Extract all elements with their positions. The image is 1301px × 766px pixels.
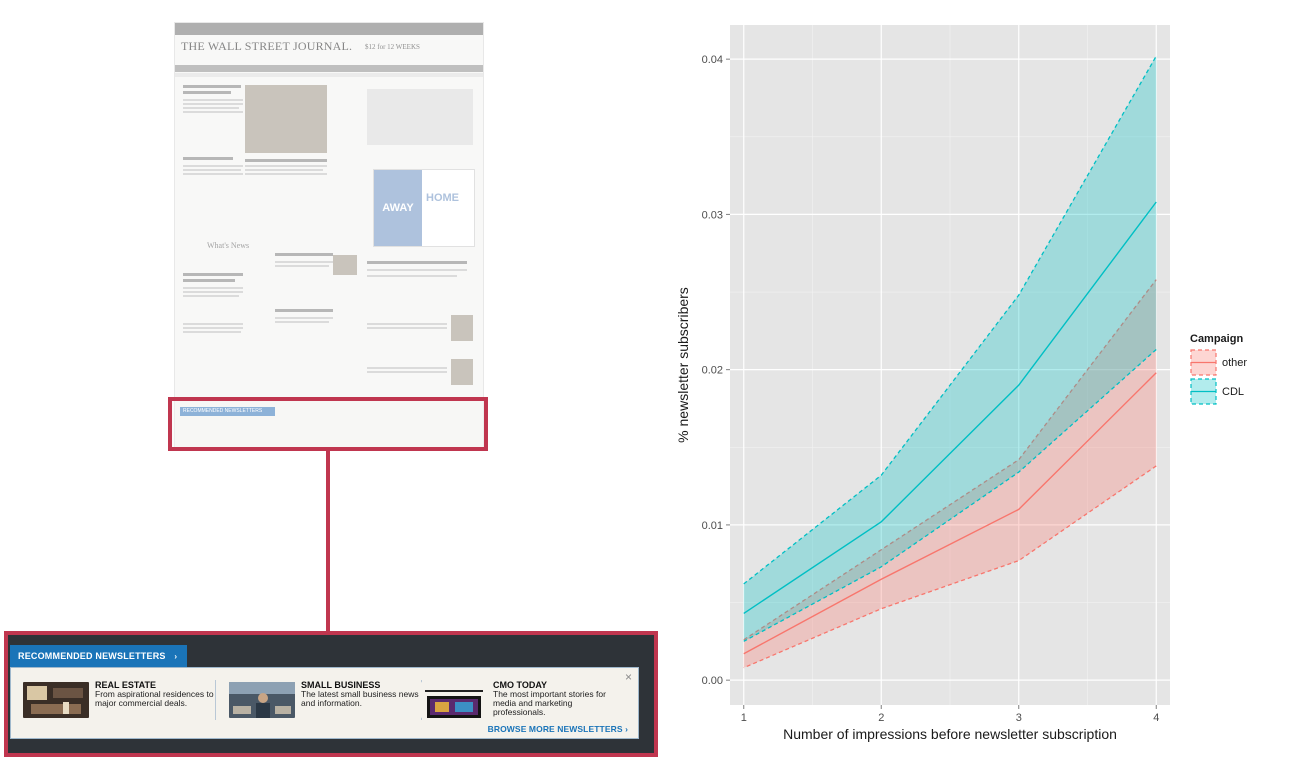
- browse-more-newsletters-link[interactable]: BROWSE MORE NEWSLETTERS ›: [487, 724, 628, 734]
- thumbnail-headline: [245, 159, 327, 162]
- thumbnail-headline: [183, 279, 235, 282]
- x-tick-label: 3: [1016, 712, 1022, 724]
- thumbnail-headline: [183, 91, 231, 94]
- thumbnail-ad-home: HOME: [426, 192, 459, 204]
- thumbnail-text-line: [275, 321, 329, 323]
- lower-bound-other: [743, 465, 1157, 669]
- thumbnail-text-line: [183, 323, 243, 325]
- thumbnail-markets-table: [367, 89, 473, 145]
- thumbnail-text-line: [183, 103, 243, 105]
- thumbnail-text-line: [183, 291, 243, 293]
- thumbnail-headline: [183, 273, 243, 276]
- x-tick-label: 4: [1153, 712, 1159, 724]
- confidence-band-other: [743, 279, 1157, 668]
- thumbnail-ad-away: AWAY: [374, 170, 422, 246]
- thumbnail-text-line: [367, 269, 467, 271]
- legend-title: Campaign: [1190, 333, 1243, 345]
- newspaper-thumbnail: THE WALL STREET JOURNAL. $12 for 12 WEEK…: [174, 22, 484, 448]
- newsletter-title: SMALL BUSINESS: [301, 680, 381, 690]
- thumbnail-text-line: [183, 111, 243, 113]
- thumbnail-promo: $12 for 12 WEEKS: [365, 43, 420, 51]
- newsletter-banner: RECOMMENDED NEWSLETTERS › REAL ESTATE Fr…: [4, 631, 658, 757]
- thumbnail-headline: [183, 85, 241, 88]
- newsletter-panel: REAL ESTATE From aspirational residences…: [10, 667, 639, 739]
- grid-lines: [730, 25, 1170, 705]
- recommended-newsletters-label: RECOMMENDED NEWSLETTERS: [18, 651, 166, 661]
- cmo-today-photo-icon: [421, 682, 487, 718]
- callout-connector: [326, 451, 330, 631]
- small-business-photo-icon: [229, 682, 295, 718]
- chevron-right-icon: ›: [174, 652, 178, 661]
- thumbnail-sub-bar: [175, 73, 483, 77]
- y-axis-title: % newsletter subscribers: [675, 287, 691, 443]
- thumbnail-small-photo: [451, 359, 473, 385]
- newsletter-banner-body: RECOMMENDED NEWSLETTERS › REAL ESTATE Fr…: [8, 635, 654, 753]
- thumbnail-text-line: [367, 367, 447, 369]
- confidence-bands: [743, 55, 1157, 669]
- y-tick-label: 0.01: [702, 520, 723, 532]
- real-estate-photo-icon: [23, 682, 89, 718]
- legend-label-other: other: [1222, 357, 1247, 369]
- thumbnail-whats-news: What's News: [207, 241, 250, 250]
- thumbnail-recommended-label: RECOMMENDED NEWSLETTERS: [180, 407, 275, 416]
- series-line-cdl: [743, 201, 1157, 614]
- thumbnail-headline: [183, 157, 233, 160]
- thumbnail-small-photo: [451, 315, 473, 341]
- thumbnail-text-line: [183, 287, 243, 289]
- legend: Campaign other CDL: [1190, 333, 1247, 405]
- newsletter-description: From aspirational residences to major co…: [95, 689, 214, 708]
- thumbnail-text-line: [367, 323, 447, 325]
- thumbnail-text-line: [245, 173, 327, 175]
- y-tick-label: 0.04: [702, 54, 723, 66]
- recommended-newsletters-tab[interactable]: RECOMMENDED NEWSLETTERS ›: [10, 645, 188, 667]
- legend-label-cdl: CDL: [1222, 386, 1244, 398]
- thumbnail-headline: [275, 309, 333, 312]
- upper-bound-cdl: [743, 55, 1157, 585]
- newsletter-description: The latest small business news and infor…: [301, 689, 419, 708]
- thumbnail-text-line: [183, 99, 243, 101]
- thumbnail-top-bar: [175, 23, 483, 35]
- lower-bound-cdl: [743, 348, 1157, 642]
- newsletter-divider: [215, 680, 216, 720]
- close-icon[interactable]: ×: [624, 670, 632, 684]
- y-tick-label: 0.02: [702, 365, 723, 377]
- newsletter-title: CMO TODAY: [493, 680, 548, 690]
- thumbnail-ad: AWAY HOME: [373, 169, 475, 247]
- confidence-band-cdl: [743, 56, 1157, 642]
- newsletter-description: The most important stories for media and…: [493, 689, 606, 717]
- thumbnail-text-line: [183, 165, 243, 167]
- y-tick-label: 0.03: [702, 209, 723, 221]
- thumbnail-logo: THE WALL STREET JOURNAL.: [181, 39, 353, 53]
- thumbnail-text-line: [367, 371, 447, 373]
- thumbnail-text-line: [367, 275, 457, 277]
- thumbnail-text-line: [245, 165, 327, 167]
- thumbnail-text-line: [367, 327, 447, 329]
- newsletter-title: REAL ESTATE: [95, 680, 157, 690]
- thumbnail-text-line: [183, 169, 241, 171]
- upper-bound-other: [743, 279, 1157, 641]
- thumbnail-highlight-box: RECOMMENDED NEWSLETTERS: [168, 397, 488, 451]
- y-tick-label: 0.00: [702, 675, 723, 687]
- subscription-chart: 0.00 0.01 0.02 0.03 0.04 1 2 3 4 % newsletter su…: [675, 25, 1247, 742]
- thumbnail-small-photo: [333, 255, 357, 275]
- thumbnail-text-line: [183, 327, 243, 329]
- thumbnail-text-line: [275, 265, 329, 267]
- series-line-other: [743, 372, 1157, 655]
- thumbnail-text-line: [275, 317, 333, 319]
- thumbnail-lead-photo: [245, 85, 327, 153]
- thumbnail-text-line: [183, 173, 243, 175]
- axis-ticks: 0.00 0.01 0.02 0.03 0.04 1 2 3 4: [702, 54, 1160, 724]
- x-axis-title: Number of impressions before newsletter …: [783, 726, 1117, 742]
- thumbnail-headline: [275, 253, 333, 256]
- thumbnail-text-line: [183, 107, 239, 109]
- thumbnail-text-line: [275, 261, 333, 263]
- series-lines: [743, 201, 1157, 655]
- thumbnail-text-line: [183, 331, 241, 333]
- thumbnail-text-line: [183, 295, 239, 297]
- x-tick-label: 1: [741, 712, 747, 724]
- thumbnail-nav-bar: [175, 65, 483, 72]
- x-tick-label: 2: [878, 712, 884, 724]
- thumbnail-text-line: [245, 169, 323, 171]
- thumbnail-headline: [367, 261, 467, 264]
